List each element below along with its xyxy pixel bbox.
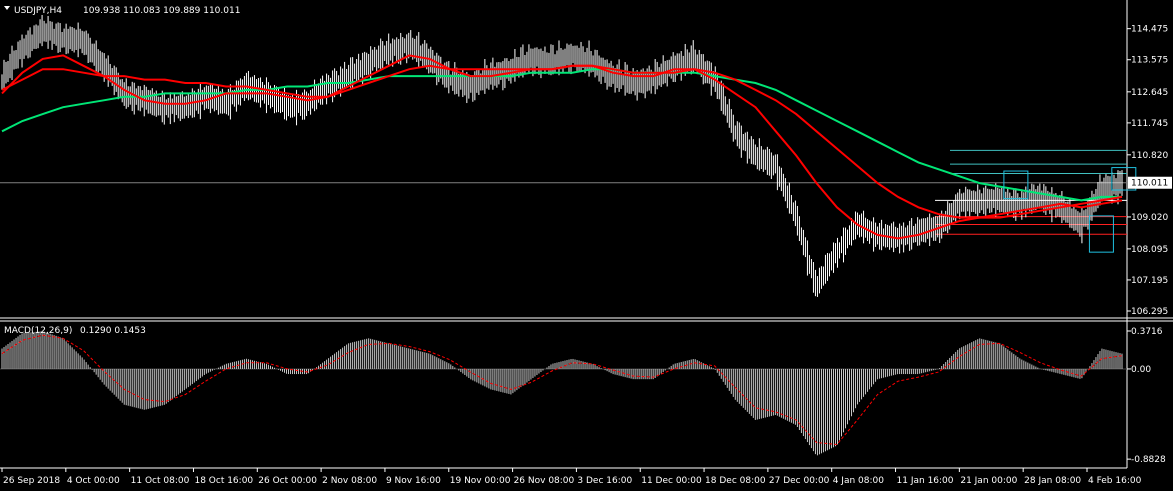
ma-slow-line — [1, 68, 1122, 202]
macd-tick-label: 0.3716 — [1131, 327, 1163, 337]
time-tick-label: 4 Jan 08:00 — [833, 476, 885, 486]
time-tick-label: 2 Nov 08:00 — [322, 476, 377, 486]
time-tick-label: 28 Jan 08:00 — [1024, 476, 1081, 486]
ma-fast-line — [1, 54, 1123, 240]
chart-header: USDJPY,H4 109.938 110.083 109.889 110.01… — [4, 6, 240, 16]
time-tick-label: 26 Nov 08:00 — [514, 476, 575, 486]
time-tick-label: 11 Jan 16:00 — [897, 476, 954, 486]
annotation-box — [1088, 215, 1114, 253]
symbol-label: USDJPY,H4 — [14, 6, 62, 16]
macd-header: MACD(12,26,9) 0.1290 0.1453 — [4, 326, 146, 336]
time-tick-label: 26 Oct 00:00 — [258, 476, 317, 486]
current-price-tag: 110.011 — [1128, 176, 1172, 189]
time-tick-label: 4 Feb 16:00 — [1088, 476, 1142, 486]
price-pane — [0, 14, 1137, 297]
time-tick-label: 9 Nov 16:00 — [386, 476, 441, 486]
price-tick-label: 113.575 — [1131, 56, 1168, 66]
macd-axis: 0.3716 0.00 -0.8828 — [1127, 327, 1166, 465]
macd-label: MACD(12,26,9) — [4, 326, 72, 336]
time-tick-label: 11 Oct 08:00 — [131, 476, 190, 486]
time-tick-label: 18 Dec 08:00 — [705, 476, 766, 486]
macd-tick-label: -0.8828 — [1131, 455, 1166, 465]
price-tick-label: 112.645 — [1131, 88, 1168, 98]
price-tick-label: 114.475 — [1131, 25, 1168, 35]
time-tick-label: 19 Nov 00:00 — [450, 476, 511, 486]
annotation-box — [1003, 170, 1029, 200]
price-tick-label: 106.295 — [1131, 307, 1168, 317]
dropdown-triangle-icon[interactable] — [4, 6, 10, 10]
current-price-tag-text: 110.011 — [1131, 179, 1168, 189]
macd-values: 0.1290 0.1453 — [80, 326, 146, 336]
price-tick-label: 107.195 — [1131, 276, 1168, 286]
time-axis: 26 Sep 2018 4 Oct 00:00 11 Oct 08:00 18 Oct… — [1, 468, 1142, 486]
price-tick-label: 111.745 — [1131, 119, 1168, 129]
time-tick-label: 26 Sep 2018 — [3, 476, 60, 486]
price-tick-label: 108.095 — [1131, 245, 1168, 255]
macd-tick-label: 0.00 — [1131, 365, 1151, 375]
price-tick-label: 109.020 — [1131, 213, 1168, 223]
price-axis: 114.475 113.575 112.645 111.745 110.820 109.0… — [1127, 25, 1168, 317]
time-tick-label: 18 Oct 16:00 — [194, 476, 253, 486]
current-price-tag-bg — [1128, 176, 1172, 189]
time-tick-label: 21 Jan 00:00 — [960, 476, 1017, 486]
time-tick-label: 4 Oct 00:00 — [67, 476, 120, 486]
macd-pane — [0, 331, 1127, 456]
time-tick-label: 11 Dec 00:00 — [641, 476, 702, 486]
ohlc-values: 109.938 110.083 109.889 110.011 — [83, 6, 240, 16]
price-tick-label: 110.820 — [1131, 151, 1168, 161]
time-tick-label: 27 Dec 00:00 — [769, 476, 830, 486]
time-tick-label: 3 Dec 16:00 — [577, 476, 632, 486]
macd-signal-line — [1, 334, 1123, 446]
